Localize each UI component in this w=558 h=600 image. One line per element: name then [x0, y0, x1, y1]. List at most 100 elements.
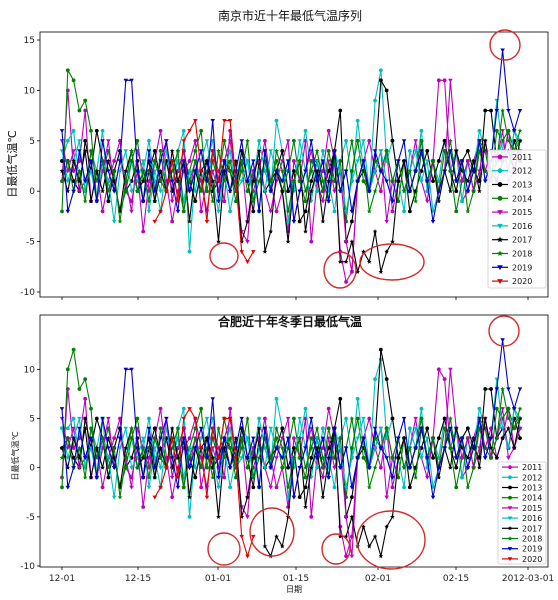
data-point — [77, 108, 82, 113]
highlight-circle — [321, 533, 351, 565]
data-point — [407, 168, 413, 174]
data-point — [71, 158, 76, 163]
data-point — [135, 188, 140, 194]
legend-marker — [507, 547, 513, 551]
data-point — [251, 436, 256, 441]
data-point — [390, 475, 395, 480]
legend-label: 2011 — [522, 463, 542, 472]
data-point — [349, 456, 355, 461]
data-point — [233, 435, 239, 441]
data-point — [378, 269, 384, 274]
data-point — [71, 416, 76, 421]
data-point — [506, 425, 511, 431]
data-point — [77, 445, 82, 450]
data-point — [94, 445, 100, 450]
data-point — [111, 466, 117, 470]
legend-label: 2018 — [512, 250, 532, 259]
data-point — [106, 139, 111, 144]
data-point — [425, 426, 430, 431]
data-point — [82, 179, 88, 184]
data-point — [349, 209, 355, 214]
data-point — [448, 426, 453, 431]
data-point — [344, 495, 348, 500]
data-point — [169, 199, 175, 204]
data-point — [59, 416, 65, 421]
x-tick-label: 01-15 — [283, 574, 309, 584]
data-point — [106, 416, 111, 421]
data-point — [436, 436, 441, 441]
data-point — [407, 148, 412, 153]
data-point — [239, 139, 245, 144]
y-tick-label: -5 — [26, 238, 35, 248]
data-point — [309, 179, 314, 184]
data-point — [355, 138, 360, 143]
data-point — [506, 456, 511, 461]
data-point — [152, 148, 157, 153]
data-point — [459, 456, 465, 461]
data-point — [239, 534, 245, 539]
data-point — [221, 455, 227, 460]
data-point — [384, 436, 389, 441]
data-point — [205, 465, 209, 470]
data-point — [106, 446, 111, 451]
data-point — [198, 426, 204, 431]
data-point — [384, 456, 389, 461]
data-point — [424, 475, 430, 480]
x-tick-label: 02-01 — [365, 574, 391, 584]
data-point — [291, 495, 297, 500]
data-point — [71, 435, 76, 441]
data-point — [366, 543, 372, 549]
data-point — [407, 466, 413, 470]
data-point — [332, 485, 337, 490]
data-point — [175, 475, 181, 480]
data-point — [216, 456, 221, 461]
data-point — [518, 436, 522, 441]
data-point — [129, 466, 134, 470]
data-point — [413, 198, 418, 204]
y-tick-label: 5 — [29, 415, 35, 425]
data-point — [338, 108, 343, 113]
data-point — [326, 436, 331, 441]
data-point — [494, 128, 499, 133]
data-point — [366, 466, 372, 470]
legend-marker — [507, 516, 513, 521]
data-point — [308, 465, 314, 470]
data-point — [419, 416, 424, 421]
data-point — [228, 169, 233, 173]
data-point — [453, 456, 459, 461]
data-point — [268, 149, 273, 154]
data-point — [204, 495, 210, 500]
data-point — [291, 436, 296, 441]
data-point — [169, 436, 175, 441]
data-point — [117, 436, 123, 441]
data-point — [77, 189, 82, 194]
data-point — [482, 179, 488, 184]
legend-marker — [497, 195, 503, 201]
data-point — [489, 387, 493, 391]
data-point — [117, 169, 123, 174]
data-point — [297, 179, 302, 184]
highlight-circle — [489, 29, 521, 61]
data-point — [315, 189, 319, 194]
data-point — [303, 169, 308, 174]
y-tick-label: -10 — [20, 562, 35, 572]
data-point — [129, 78, 134, 83]
data-point — [123, 168, 129, 174]
data-point — [500, 108, 505, 113]
data-point — [222, 436, 227, 441]
data-point — [239, 436, 244, 441]
data-point — [175, 455, 181, 460]
data-point — [442, 138, 447, 143]
data-point — [384, 148, 390, 153]
data-point — [169, 179, 175, 184]
legend: 2011 2012 2013 2014 2015 2016 2017 2018 2019 2020 — [487, 149, 547, 289]
x-tick-label: 01-01 — [205, 574, 231, 584]
data-point — [71, 189, 76, 194]
data-point — [123, 455, 129, 460]
data-point — [187, 407, 192, 411]
data-point — [401, 188, 407, 194]
legend-label: 2020 — [522, 555, 542, 564]
data-point — [477, 188, 482, 194]
data-point — [494, 406, 499, 411]
data-point — [291, 416, 296, 421]
